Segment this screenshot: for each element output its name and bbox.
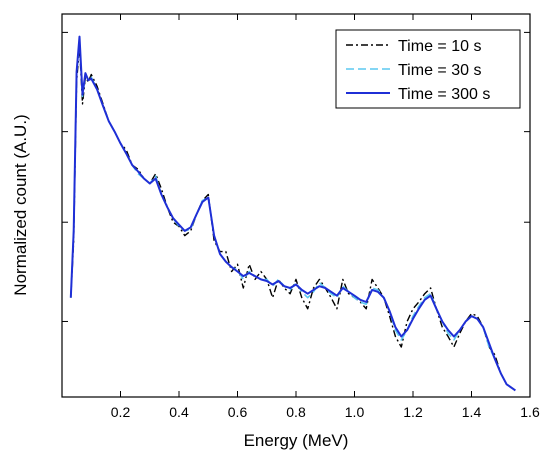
x-tick-label: 1.4 [462, 404, 482, 420]
legend-label-30s: Time = 30 s [398, 62, 481, 79]
x-tick-label: 0.2 [111, 404, 131, 420]
legend: Time = 10 s Time = 30 s Time = 300 s [335, 29, 521, 109]
legend-label-10s: Time = 10 s [398, 38, 481, 55]
x-axis-label: Energy (MeV) [244, 431, 349, 450]
series-line-2 [69, 35, 516, 392]
x-tick-label: 0.6 [228, 404, 248, 420]
series-layer [69, 35, 516, 392]
legend-box [335, 29, 521, 109]
x-tick-label: 0.8 [286, 404, 306, 420]
x-tick-label: 0.4 [169, 404, 189, 420]
x-tick-label: 1.2 [403, 404, 423, 420]
legend-label-300s: Time = 300 s [398, 86, 490, 103]
x-tick-label: 1.6 [520, 404, 540, 420]
y-axis-label: Normalized count (A.U.) [11, 114, 30, 295]
x-axis-ticks: 0.2 0.4 0.6 0.8 1.0 1.2 1.4 1.6 [111, 14, 540, 420]
x-tick-label: 1.0 [345, 404, 365, 420]
y-axis-ticks [62, 31, 530, 322]
